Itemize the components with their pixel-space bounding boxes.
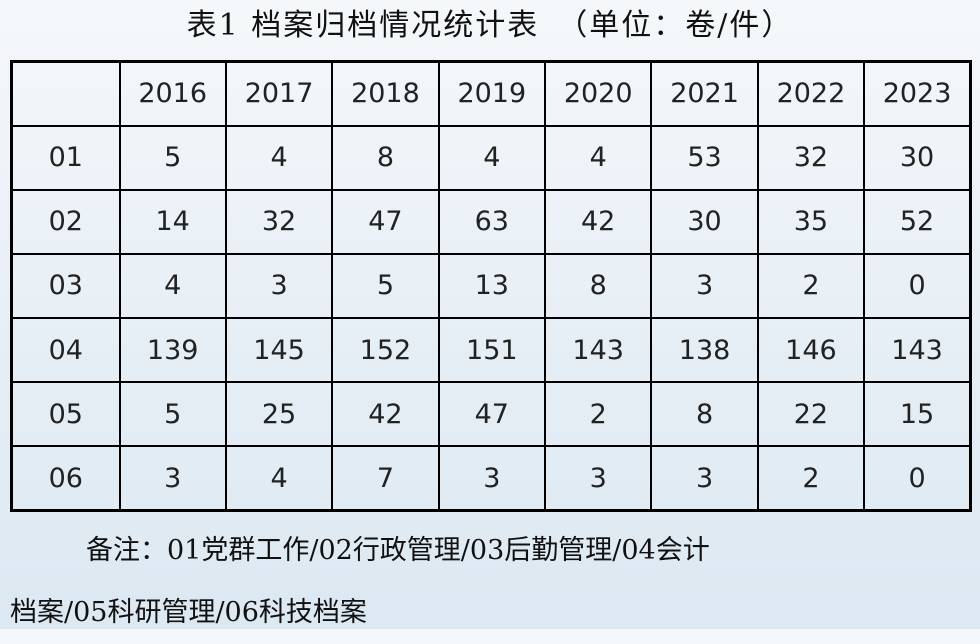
table-cell: 53 bbox=[650, 124, 759, 191]
table-title-text: 表1 档案归档情况统计表 bbox=[186, 8, 540, 43]
table-unit: （单位：卷/件） bbox=[557, 8, 794, 43]
row-code: 01 bbox=[10, 124, 121, 191]
table-cell: 63 bbox=[437, 188, 547, 255]
table-cell: 0 bbox=[863, 252, 972, 319]
table-cell: 22 bbox=[756, 381, 866, 448]
year-header: 2018 bbox=[331, 60, 440, 127]
row-code: 03 bbox=[10, 252, 121, 319]
year-header: 2023 bbox=[863, 60, 972, 127]
note-line-1: 备注：01党群工作/02行政管理/03后勤管理/04会计 bbox=[86, 535, 710, 566]
table-cell: 143 bbox=[543, 316, 653, 384]
table-cell: 2 bbox=[756, 445, 866, 512]
table-cell: 145 bbox=[224, 316, 334, 384]
table-cell: 151 bbox=[437, 316, 547, 384]
table-cell: 143 bbox=[863, 316, 972, 384]
note-line-2: 档案/05科研管理/06科技档案 bbox=[10, 597, 367, 628]
table-cell: 15 bbox=[863, 381, 972, 448]
table-cell: 35 bbox=[756, 188, 866, 255]
table-cell: 4 bbox=[224, 124, 334, 191]
table-cell: 3 bbox=[650, 445, 759, 512]
table-cell: 5 bbox=[118, 124, 227, 191]
year-header: 2016 bbox=[118, 60, 227, 127]
year-header: 2019 bbox=[437, 60, 547, 127]
table-cell: 8 bbox=[543, 252, 653, 319]
table-cell: 5 bbox=[118, 381, 227, 448]
table-row: 03 4 3 5 13 8 3 2 0 bbox=[10, 252, 972, 319]
table-cell: 8 bbox=[331, 124, 440, 191]
table-cell: 3 bbox=[437, 445, 547, 512]
row-code: 05 bbox=[10, 381, 121, 448]
table-cell: 4 bbox=[543, 124, 653, 191]
table-cell: 152 bbox=[331, 316, 440, 384]
table-header-row: 2016 2017 2018 2019 2020 2021 2022 2023 bbox=[10, 60, 972, 127]
table-cell: 8 bbox=[650, 381, 759, 448]
year-header: 2022 bbox=[756, 60, 866, 127]
table-cell: 3 bbox=[118, 445, 227, 512]
table-cell: 5 bbox=[331, 252, 440, 319]
table-cell: 138 bbox=[650, 316, 759, 384]
archive-stats-table: 2016 2017 2018 2019 2020 2021 2022 2023 … bbox=[10, 60, 972, 512]
table-cell: 2 bbox=[756, 252, 866, 319]
row-code: 02 bbox=[10, 188, 121, 255]
table-cell: 4 bbox=[437, 124, 547, 191]
table-cell: 30 bbox=[863, 124, 972, 191]
year-header: 2021 bbox=[650, 60, 759, 127]
table-cell: 3 bbox=[224, 252, 334, 319]
table-row: 05 5 25 42 47 2 8 22 15 bbox=[10, 381, 972, 448]
table-cell: 52 bbox=[863, 188, 972, 255]
table-cell: 42 bbox=[331, 381, 440, 448]
table-cell: 25 bbox=[224, 381, 334, 448]
table-cell: 2 bbox=[543, 381, 653, 448]
table-title: 表1 档案归档情况统计表 （单位：卷/件） bbox=[0, 6, 980, 46]
corner-cell bbox=[10, 60, 121, 127]
table-row: 06 3 4 7 3 3 3 2 0 bbox=[10, 445, 972, 512]
table-row: 01 5 4 8 4 4 53 32 30 bbox=[10, 124, 972, 191]
row-code: 04 bbox=[10, 316, 121, 384]
year-header: 2020 bbox=[543, 60, 653, 127]
table-cell: 30 bbox=[650, 188, 759, 255]
table-cell: 7 bbox=[331, 445, 440, 512]
table-note: 备注：01党群工作/02行政管理/03后勤管理/04会计 档案/05科研管理/0… bbox=[0, 520, 980, 644]
table-cell: 14 bbox=[118, 188, 227, 255]
table-row: 04 139 145 152 151 143 138 146 143 bbox=[10, 316, 972, 384]
table-row: 02 14 32 47 63 42 30 35 52 bbox=[10, 188, 972, 255]
table-cell: 42 bbox=[543, 188, 653, 255]
table-cell: 47 bbox=[331, 188, 440, 255]
year-header: 2017 bbox=[224, 60, 334, 127]
table-cell: 146 bbox=[756, 316, 866, 384]
table-cell: 139 bbox=[118, 316, 227, 384]
table-cell: 47 bbox=[437, 381, 547, 448]
table-cell: 32 bbox=[224, 188, 334, 255]
row-code: 06 bbox=[10, 445, 121, 512]
table-cell: 13 bbox=[437, 252, 547, 319]
table-cell: 0 bbox=[863, 445, 972, 512]
table-cell: 4 bbox=[118, 252, 227, 319]
table-cell: 32 bbox=[756, 124, 866, 191]
table-cell: 3 bbox=[650, 252, 759, 319]
table-cell: 3 bbox=[543, 445, 653, 512]
table-cell: 4 bbox=[224, 445, 334, 512]
